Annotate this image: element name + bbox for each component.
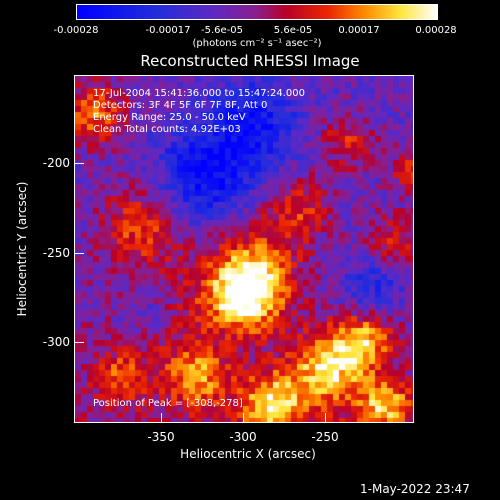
colorbar-tick-label: -0.00017 bbox=[145, 25, 191, 36]
image-plot bbox=[74, 75, 414, 423]
colorbar-tick-label: -0.00028 bbox=[53, 25, 99, 36]
y-tick-label: -300 bbox=[42, 335, 70, 349]
annotation-energy: Energy Range: 25.0 - 50.0 keV bbox=[93, 112, 246, 123]
colorbar bbox=[76, 4, 438, 20]
x-tick-label: -350 bbox=[147, 430, 175, 444]
y-major-tick bbox=[74, 342, 84, 343]
plot-title: Reconstructed RHESSI Image bbox=[140, 52, 360, 70]
x-tick-label: -300 bbox=[229, 430, 257, 444]
x-major-tick bbox=[161, 413, 162, 423]
y-tick-label: -250 bbox=[42, 246, 70, 260]
y-tick-label: -200 bbox=[42, 156, 70, 170]
y-major-tick bbox=[74, 163, 84, 164]
y-major-tick bbox=[74, 253, 84, 254]
colorbar-units: (photons cm⁻² s⁻¹ asec⁻²) bbox=[192, 38, 322, 49]
x-major-tick bbox=[325, 413, 326, 423]
x-major-tick bbox=[243, 413, 244, 423]
colorbar-tick-label: -5.6e-05 bbox=[201, 25, 243, 36]
colorbar-tick-label: 0.00028 bbox=[415, 25, 457, 36]
annotation-peak-position: Position of Peak = [-308,-278] bbox=[93, 398, 243, 409]
timestamp: 1-May-2022 23:47 bbox=[360, 482, 470, 496]
annotation-detectors: Detectors: 3F 4F 5F 6F 7F 8F, Att 0 bbox=[93, 100, 268, 111]
annotation-time-range: 17-Jul-2004 15:41:36.000 to 15:47:24.000 bbox=[93, 88, 305, 99]
x-axis-title: Heliocentric X (arcsec) bbox=[180, 447, 316, 461]
rhessi-heatmap bbox=[75, 76, 413, 422]
colorbar-tick-label: 5.6e-05 bbox=[273, 25, 313, 36]
x-tick-label: -250 bbox=[311, 430, 339, 444]
colorbar-tick-label: 0.00017 bbox=[338, 25, 380, 36]
y-axis-title: Heliocentric Y (arcsec) bbox=[15, 181, 29, 317]
annotation-clean: Clean Total counts: 4.92E+03 bbox=[93, 124, 241, 135]
